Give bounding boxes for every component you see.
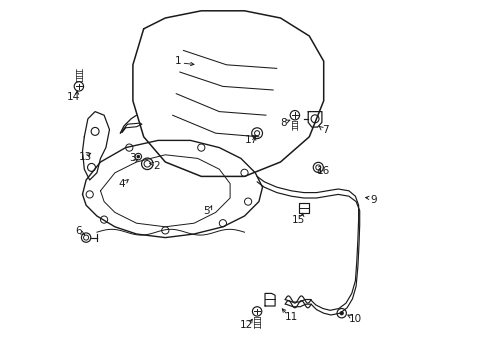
Text: 11: 11 (284, 312, 297, 322)
Text: 5: 5 (203, 206, 209, 216)
Text: 1: 1 (174, 56, 181, 66)
Circle shape (339, 311, 343, 315)
Text: 12: 12 (239, 320, 252, 330)
Text: 17: 17 (244, 135, 257, 145)
Text: 9: 9 (370, 195, 377, 205)
Text: 13: 13 (78, 152, 91, 162)
Circle shape (136, 155, 140, 158)
Text: 14: 14 (67, 92, 80, 102)
Text: 4: 4 (119, 179, 125, 189)
Text: 16: 16 (316, 166, 329, 176)
Text: 15: 15 (291, 215, 305, 225)
Text: 8: 8 (280, 118, 286, 128)
Text: 10: 10 (348, 314, 361, 324)
Text: 3: 3 (129, 153, 136, 163)
Text: 7: 7 (322, 125, 328, 135)
Text: 2: 2 (153, 161, 159, 171)
Text: 6: 6 (75, 226, 81, 236)
